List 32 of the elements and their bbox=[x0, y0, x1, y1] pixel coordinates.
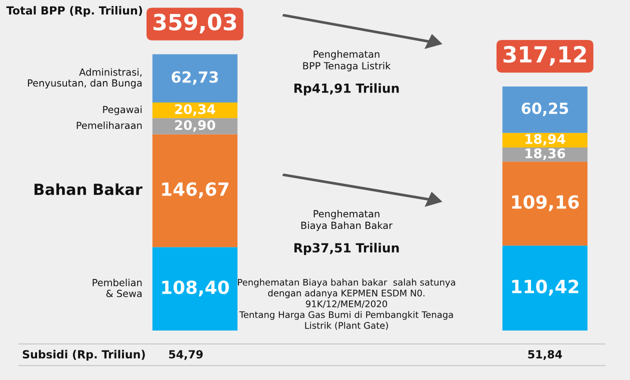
data-label: 20,34 bbox=[175, 104, 216, 116]
text: 54,79 bbox=[169, 350, 203, 360]
series-label: Pegawai bbox=[103, 106, 142, 116]
data-label: 146,67 bbox=[162, 182, 228, 198]
series-label: Administrasi, Penyusutan, dan Bunga bbox=[28, 68, 142, 89]
text: 51,84 bbox=[528, 350, 562, 360]
annotation: Penghematan BPP Tenaga Listrik bbox=[303, 50, 391, 72]
bar bbox=[502, 162, 588, 246]
bar bbox=[152, 54, 238, 103]
data-label: 20,90 bbox=[175, 120, 216, 132]
data-label: 18,36 bbox=[526, 148, 566, 160]
data-label: 110,42 bbox=[512, 280, 578, 296]
text: Subsidi (Rp. Triliun) bbox=[22, 350, 145, 361]
annotation: Penghematan Biaya Bahan Bakar bbox=[301, 210, 393, 231]
bar bbox=[502, 86, 588, 133]
data-label: 60,25 bbox=[522, 102, 568, 116]
data-label: 62,73 bbox=[172, 71, 218, 85]
series-label: Pemeliharaan bbox=[76, 122, 142, 130]
total-label: 359,03 bbox=[154, 14, 236, 34]
annotation: Rp41,91 Triliun bbox=[294, 83, 399, 96]
data-label: 18,94 bbox=[526, 134, 566, 146]
total-label: 317,12 bbox=[504, 46, 586, 66]
bar bbox=[152, 134, 238, 248]
bar bbox=[152, 247, 238, 331]
series-label: Pembelian & Sewa bbox=[92, 278, 142, 298]
text: Total BPP (Rp. Triliun) bbox=[6, 6, 142, 17]
annotation: Penghematan Biaya bahan bakar salah satunya dengan adanya KEPMEN ESDM N0. 91K/12/MEM/2020 Tentang Harga Gas Bumi di Pembangkit Tenaga Listrik (Plant Gate) bbox=[238, 278, 456, 330]
series-label: Bahan Bakar bbox=[34, 183, 142, 196]
annotation: Rp37,51 Triliun bbox=[294, 242, 399, 255]
bar bbox=[502, 246, 588, 331]
data-label: 108,40 bbox=[162, 280, 229, 296]
data-label: 109,16 bbox=[512, 195, 579, 212]
